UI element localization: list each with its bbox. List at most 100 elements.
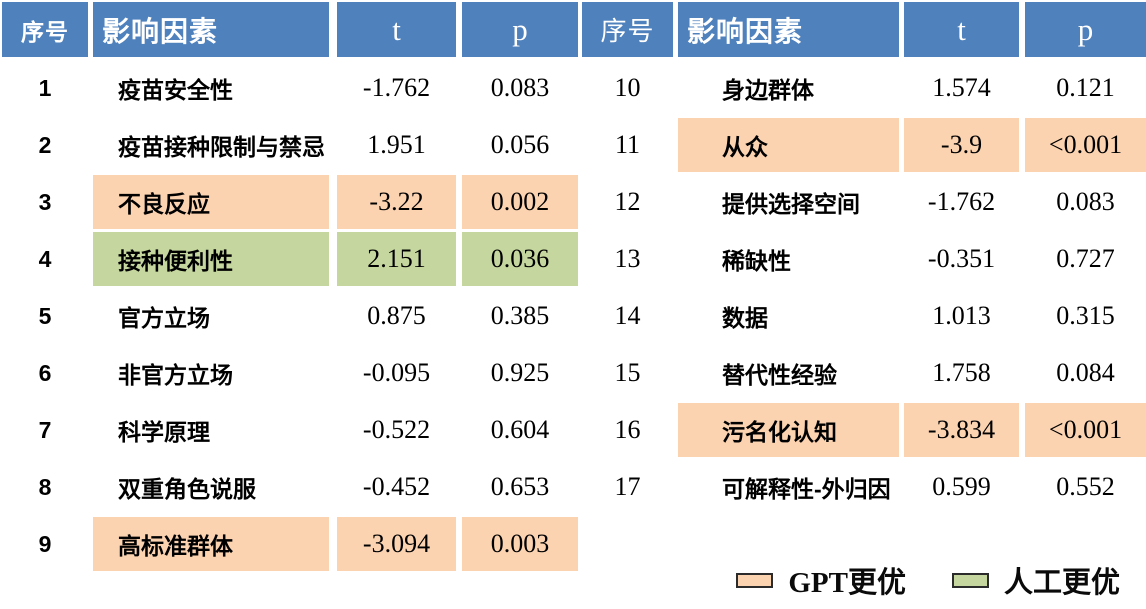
- table-row: 2 疫苗接种限制与禁忌 1.951 0.056: [2, 118, 578, 175]
- table-header: 序号 影响因素 t p: [2, 2, 578, 57]
- row-number: 10: [614, 73, 641, 102]
- row-number: 9: [38, 530, 52, 557]
- row-number: 4: [38, 245, 52, 272]
- p-value: 0.315: [1056, 301, 1115, 330]
- row-number: 14: [614, 301, 641, 330]
- row-number: 17: [614, 472, 641, 501]
- row-number: 12: [614, 187, 641, 216]
- factor-name: 污名化认知: [678, 403, 899, 457]
- p-value: 0.653: [490, 472, 550, 501]
- row-number: 15: [614, 358, 641, 387]
- header-col-p: p: [1025, 2, 1146, 57]
- table-row: 13 稀缺性 -0.351 0.727: [582, 232, 1146, 289]
- header-col-p: p: [462, 2, 578, 57]
- factor-name: 稀缺性: [722, 248, 791, 274]
- factor-name: 可解释性-外归因: [722, 476, 891, 502]
- table-header: 序号 影响因素 t p: [582, 2, 1146, 57]
- table-row: 17 可解释性-外归因 0.599 0.552: [582, 460, 1146, 517]
- t-value: -3.9: [904, 118, 1019, 172]
- human-legend-label: 人工更优: [1003, 567, 1120, 599]
- table-row: 15 替代性经验 1.758 0.084: [582, 346, 1146, 403]
- t-value: -0.452: [362, 472, 431, 501]
- table-row: 3 不良反应 -3.22 0.002: [2, 175, 578, 232]
- p-value: 0.002: [462, 175, 578, 229]
- table-row: 5 官方立场 0.875 0.385: [2, 289, 578, 346]
- legend: GPT更优 人工更优: [736, 559, 1120, 601]
- p-value: 0.604: [490, 415, 550, 444]
- p-value: 0.036: [462, 232, 578, 286]
- t-value: -0.095: [362, 358, 431, 387]
- p-value: <0.001: [1025, 118, 1146, 172]
- header-col-factor: 影响因素: [93, 2, 329, 57]
- p-value: 0.727: [1056, 244, 1115, 273]
- p-value: 0.003: [462, 517, 578, 571]
- p-value: 0.925: [490, 358, 550, 387]
- row-number: 16: [614, 415, 641, 444]
- factor-name: 高标准群体: [93, 517, 329, 571]
- human-legend-item: 人工更优: [951, 559, 1120, 601]
- factor-name: 身边群体: [722, 77, 814, 103]
- row-number: 7: [38, 416, 52, 443]
- p-value: 0.121: [1056, 73, 1115, 102]
- row-number: 5: [38, 302, 52, 329]
- row-number: 1: [38, 74, 52, 101]
- factor-name: 替代性经验: [722, 362, 837, 388]
- row-number: 13: [614, 244, 641, 273]
- t-value: -3.22: [337, 175, 456, 229]
- factor-name: 疫苗接种限制与禁忌: [118, 134, 325, 160]
- t-value: -1.762: [927, 187, 996, 216]
- results-table-right: 序号 影响因素 t p 10 身边群体 1.574 0.121 11 从众 -3…: [582, 2, 1146, 517]
- table-row: 8 双重角色说服 -0.452 0.653: [2, 460, 578, 517]
- t-value: 1.574: [932, 73, 991, 102]
- table-row: 7 科学原理 -0.522 0.604: [2, 403, 578, 460]
- factor-name: 双重角色说服: [118, 476, 256, 502]
- header-col-no: 序号: [2, 2, 88, 57]
- factor-name: 提供选择空间: [722, 191, 860, 217]
- t-value: -0.351: [927, 244, 996, 273]
- t-value: -0.522: [362, 415, 431, 444]
- row-number: 8: [38, 473, 52, 500]
- p-value: 0.083: [490, 73, 550, 102]
- p-value: 0.385: [490, 301, 550, 330]
- row-number: 2: [38, 131, 52, 158]
- factor-name: 非官方立场: [118, 362, 233, 388]
- row-number: 3: [38, 188, 52, 215]
- header-col-t: t: [337, 2, 456, 57]
- gpt-highlight-swatch: [736, 572, 774, 588]
- p-value: 0.552: [1056, 472, 1115, 501]
- table-row: 1 疫苗安全性 -1.762 0.083: [2, 61, 578, 118]
- t-value: 1.951: [367, 130, 426, 159]
- t-value: -3.834: [904, 403, 1019, 457]
- table-row: 12 提供选择空间 -1.762 0.083: [582, 175, 1146, 232]
- p-value: 0.056: [490, 130, 550, 159]
- results-table-left: 序号 影响因素 t p 1 疫苗安全性 -1.762 0.083 2 疫苗接种限…: [2, 2, 578, 574]
- factor-name: 官方立场: [118, 305, 210, 331]
- p-value: 0.083: [1056, 187, 1115, 216]
- t-value: 1.758: [932, 358, 991, 387]
- table-row: 4 接种便利性 2.151 0.036: [2, 232, 578, 289]
- factor-name: 不良反应: [93, 175, 329, 229]
- p-value: <0.001: [1025, 403, 1146, 457]
- header-col-factor: 影响因素: [678, 2, 899, 57]
- p-value: 0.084: [1056, 358, 1115, 387]
- table-row: 6 非官方立场 -0.095 0.925: [2, 346, 578, 403]
- table-row: 10 身边群体 1.574 0.121: [582, 61, 1146, 118]
- t-value: -3.094: [337, 517, 456, 571]
- factor-name: 接种便利性: [93, 232, 329, 286]
- row-number: 6: [38, 359, 52, 386]
- row-number: 11: [614, 130, 641, 159]
- gpt-legend-item: GPT更优: [736, 559, 906, 601]
- gpt-legend-label: GPT更优: [788, 567, 906, 599]
- factor-name: 从众: [678, 118, 899, 172]
- factor-name: 数据: [722, 305, 768, 331]
- t-value: -1.762: [362, 73, 431, 102]
- factor-name: 疫苗安全性: [118, 77, 233, 103]
- header-col-no: 序号: [582, 2, 673, 57]
- t-value: 2.151: [337, 232, 456, 286]
- human-highlight-swatch: [951, 572, 989, 588]
- header-col-t: t: [904, 2, 1019, 57]
- table-row: 16 污名化认知 -3.834 <0.001: [582, 403, 1146, 460]
- t-value: 1.013: [932, 301, 991, 330]
- table-row: 14 数据 1.013 0.315: [582, 289, 1146, 346]
- table-row: 11 从众 -3.9 <0.001: [582, 118, 1146, 175]
